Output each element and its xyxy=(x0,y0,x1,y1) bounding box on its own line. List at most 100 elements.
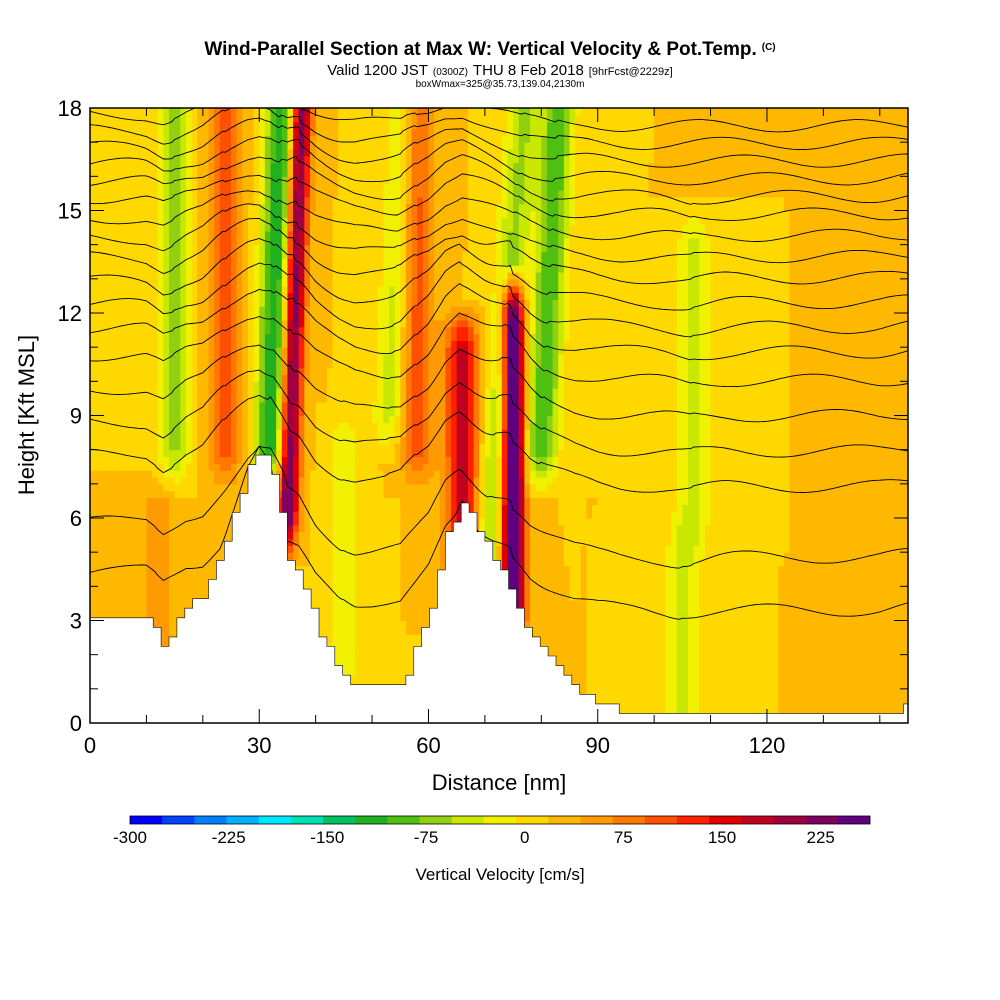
velocity-cell xyxy=(394,579,401,587)
velocity-cell xyxy=(394,176,401,184)
velocity-cell xyxy=(152,176,159,184)
velocity-cell xyxy=(349,121,356,130)
velocity-cell xyxy=(140,244,148,253)
velocity-cell xyxy=(180,504,187,512)
velocity-cell xyxy=(197,272,204,280)
velocity-cell xyxy=(293,552,300,560)
velocity-cell xyxy=(287,456,294,464)
velocity-cell xyxy=(377,408,384,417)
velocity-cell xyxy=(332,613,339,622)
velocity-cell xyxy=(360,600,368,608)
velocity-cell xyxy=(174,196,181,205)
velocity-cell xyxy=(287,128,294,136)
velocity-cell xyxy=(140,504,148,512)
velocity-cell xyxy=(106,347,114,355)
velocity-cell xyxy=(360,299,368,307)
velocity-cell xyxy=(152,429,159,437)
velocity-cell xyxy=(214,347,221,355)
velocity-cell xyxy=(185,367,193,376)
velocity-cell xyxy=(332,470,339,478)
velocity-cell xyxy=(101,600,108,608)
velocity-cell xyxy=(338,381,345,389)
velocity-cell xyxy=(366,518,373,526)
velocity-cell xyxy=(236,490,243,499)
velocity-cell xyxy=(394,292,401,300)
velocity-cell xyxy=(247,128,255,136)
velocity-cell xyxy=(180,600,187,608)
velocity-cell xyxy=(180,531,187,540)
velocity-cell xyxy=(287,210,294,218)
velocity-cell xyxy=(231,142,238,150)
velocity-cell xyxy=(123,463,131,471)
velocity-cell xyxy=(101,258,108,266)
velocity-cell xyxy=(355,128,362,136)
velocity-cell xyxy=(129,422,136,430)
velocity-cell xyxy=(197,203,204,212)
velocity-cell xyxy=(281,265,289,273)
velocity-cell xyxy=(259,401,266,410)
velocity-cell xyxy=(214,552,221,560)
velocity-cell xyxy=(219,456,226,464)
velocity-cell xyxy=(321,306,328,314)
velocity-cell xyxy=(174,470,181,478)
velocity-cell xyxy=(326,483,334,492)
velocity-cell xyxy=(185,258,193,266)
velocity-cell xyxy=(276,347,283,355)
velocity-cell xyxy=(180,524,187,533)
velocity-cell xyxy=(225,210,232,218)
velocity-cell xyxy=(214,545,221,553)
velocity-cell xyxy=(366,360,373,369)
velocity-cell xyxy=(101,436,108,444)
velocity-cell xyxy=(140,347,148,355)
velocity-cell xyxy=(372,272,379,280)
velocity-cell xyxy=(332,196,339,205)
velocity-cell xyxy=(202,258,210,266)
velocity-cell xyxy=(338,237,345,246)
velocity-cell xyxy=(247,401,255,410)
velocity-cell xyxy=(214,490,221,499)
velocity-cell xyxy=(208,463,215,471)
velocity-cell xyxy=(377,641,384,649)
velocity-cell xyxy=(247,190,255,198)
velocity-cell xyxy=(129,518,136,526)
velocity-cell xyxy=(219,169,226,177)
velocity-cell xyxy=(95,190,102,198)
velocity-cell xyxy=(95,149,102,157)
velocity-cell xyxy=(163,497,170,505)
velocity-cell xyxy=(349,333,356,341)
velocity-cell xyxy=(343,278,351,287)
velocity-cell xyxy=(326,436,334,444)
velocity-cell xyxy=(264,319,272,328)
velocity-cell xyxy=(123,518,131,526)
velocity-cell xyxy=(315,429,322,437)
velocity-cell xyxy=(321,442,328,451)
velocity-cell xyxy=(377,326,384,335)
velocity-cell xyxy=(185,572,193,581)
velocity-cell xyxy=(129,333,136,341)
velocity-cell xyxy=(293,251,300,259)
velocity-cell xyxy=(197,237,204,246)
velocity-cell xyxy=(298,429,305,437)
velocity-cell xyxy=(101,559,108,567)
velocity-cell xyxy=(332,381,339,389)
velocity-cell xyxy=(118,326,125,335)
velocity-cell xyxy=(281,374,289,382)
velocity-cell xyxy=(219,135,226,143)
velocity-cell xyxy=(304,360,311,369)
velocity-cell xyxy=(400,641,407,649)
velocity-cell xyxy=(214,251,221,259)
velocity-cell xyxy=(118,319,125,328)
velocity-cell xyxy=(106,313,114,321)
velocity-cell xyxy=(112,340,119,348)
velocity-cell xyxy=(214,278,221,287)
velocity-cell xyxy=(163,265,170,273)
velocity-cell xyxy=(360,114,368,123)
velocity-cell xyxy=(90,559,97,567)
velocity-cell xyxy=(214,504,221,512)
velocity-cell xyxy=(349,538,356,546)
velocity-cell xyxy=(112,326,119,335)
velocity-cell xyxy=(118,552,125,560)
velocity-cell xyxy=(377,422,384,430)
velocity-cell xyxy=(343,360,351,369)
velocity-cell xyxy=(140,217,148,225)
